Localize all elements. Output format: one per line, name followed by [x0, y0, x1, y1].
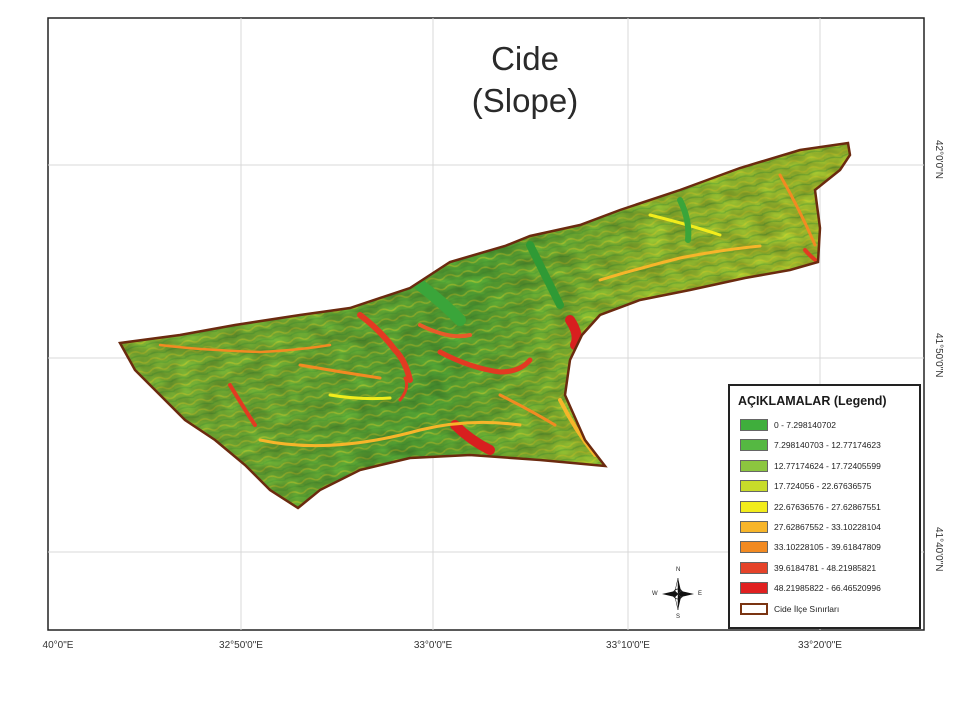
legend-label: 33.10228105 - 39.61847809	[774, 542, 881, 553]
map-title: Cide	[491, 40, 559, 77]
legend-title: AÇIKLAMALAR (Legend)	[738, 394, 887, 408]
legend-label: 22.67636576 - 27.62867551	[774, 501, 881, 512]
x-tick-label: 40°0"E	[42, 640, 74, 651]
legend-swatch	[740, 602, 768, 615]
legend-swatch	[740, 521, 768, 533]
legend-item: 48.21985822 - 66.46520996	[740, 581, 881, 595]
legend-label: 27.62867552 - 33.10228104	[774, 522, 881, 532]
legend-label: 17.724056 - 22.67636575	[774, 481, 872, 492]
legend-item: 17.724056 - 22.67636575	[740, 479, 871, 493]
legend-swatch	[740, 561, 768, 574]
map-legend: AÇIKLAMALAR (Legend) 0 - 7.298140702 7.29…	[728, 384, 921, 629]
y-tick-label: 42°0'0"N	[933, 140, 944, 179]
legend-item: Cide İlçe Sınırları	[740, 602, 839, 616]
legend-item: 0 - 7.298140702	[740, 418, 836, 432]
legend-item: 33.10228105 - 39.61847809	[740, 540, 881, 554]
legend-swatch	[740, 419, 768, 431]
legend-item: 12.77174624 - 17.72405599	[740, 459, 881, 473]
x-tick-label: 33°20'0"E	[798, 640, 842, 651]
compass-north-label: N	[676, 567, 681, 573]
legend-label: 7.298140703 - 12.77174623	[774, 440, 881, 451]
legend-item: 7.298140703 - 12.77174623	[740, 438, 881, 452]
y-tick-label: 41°40'0"N	[933, 527, 944, 572]
legend-label: 39.6184781 - 48.21985821	[774, 562, 877, 573]
compass-west-label: W	[652, 591, 658, 597]
map-subtitle: (Slope)	[471, 82, 579, 119]
x-tick-label: 33°10'0"E	[606, 640, 650, 651]
legend-label: Cide İlçe Sınırları	[774, 603, 840, 614]
legend-label: 12.77174624 - 17.72405599	[774, 460, 881, 471]
x-tick-label: 33°0'0"E	[413, 640, 453, 651]
legend-swatch	[740, 439, 768, 452]
legend-swatch	[740, 500, 768, 513]
district-boundary	[118, 141, 852, 510]
legend-item: 27.62867552 - 33.10228104	[740, 520, 881, 534]
legend-item: 22.67636576 - 27.62867551	[740, 500, 881, 514]
legend-swatch	[740, 541, 768, 554]
legend-swatch	[740, 480, 768, 493]
legend-label: 0 - 7.298140702	[774, 420, 836, 430]
legend-swatch	[740, 459, 768, 472]
compass-rose-icon	[662, 577, 694, 611]
compass-south-label: S	[676, 614, 681, 620]
x-tick-label: 32°50'0"E	[219, 640, 263, 651]
y-tick-label: 41°50'0"N	[933, 333, 944, 378]
legend-label: 48.21985822 - 66.46520996	[774, 583, 881, 594]
legend-item: 39.6184781 - 48.21985821	[740, 561, 876, 575]
legend-swatch	[740, 582, 768, 595]
compass-east-label: E	[698, 591, 703, 597]
